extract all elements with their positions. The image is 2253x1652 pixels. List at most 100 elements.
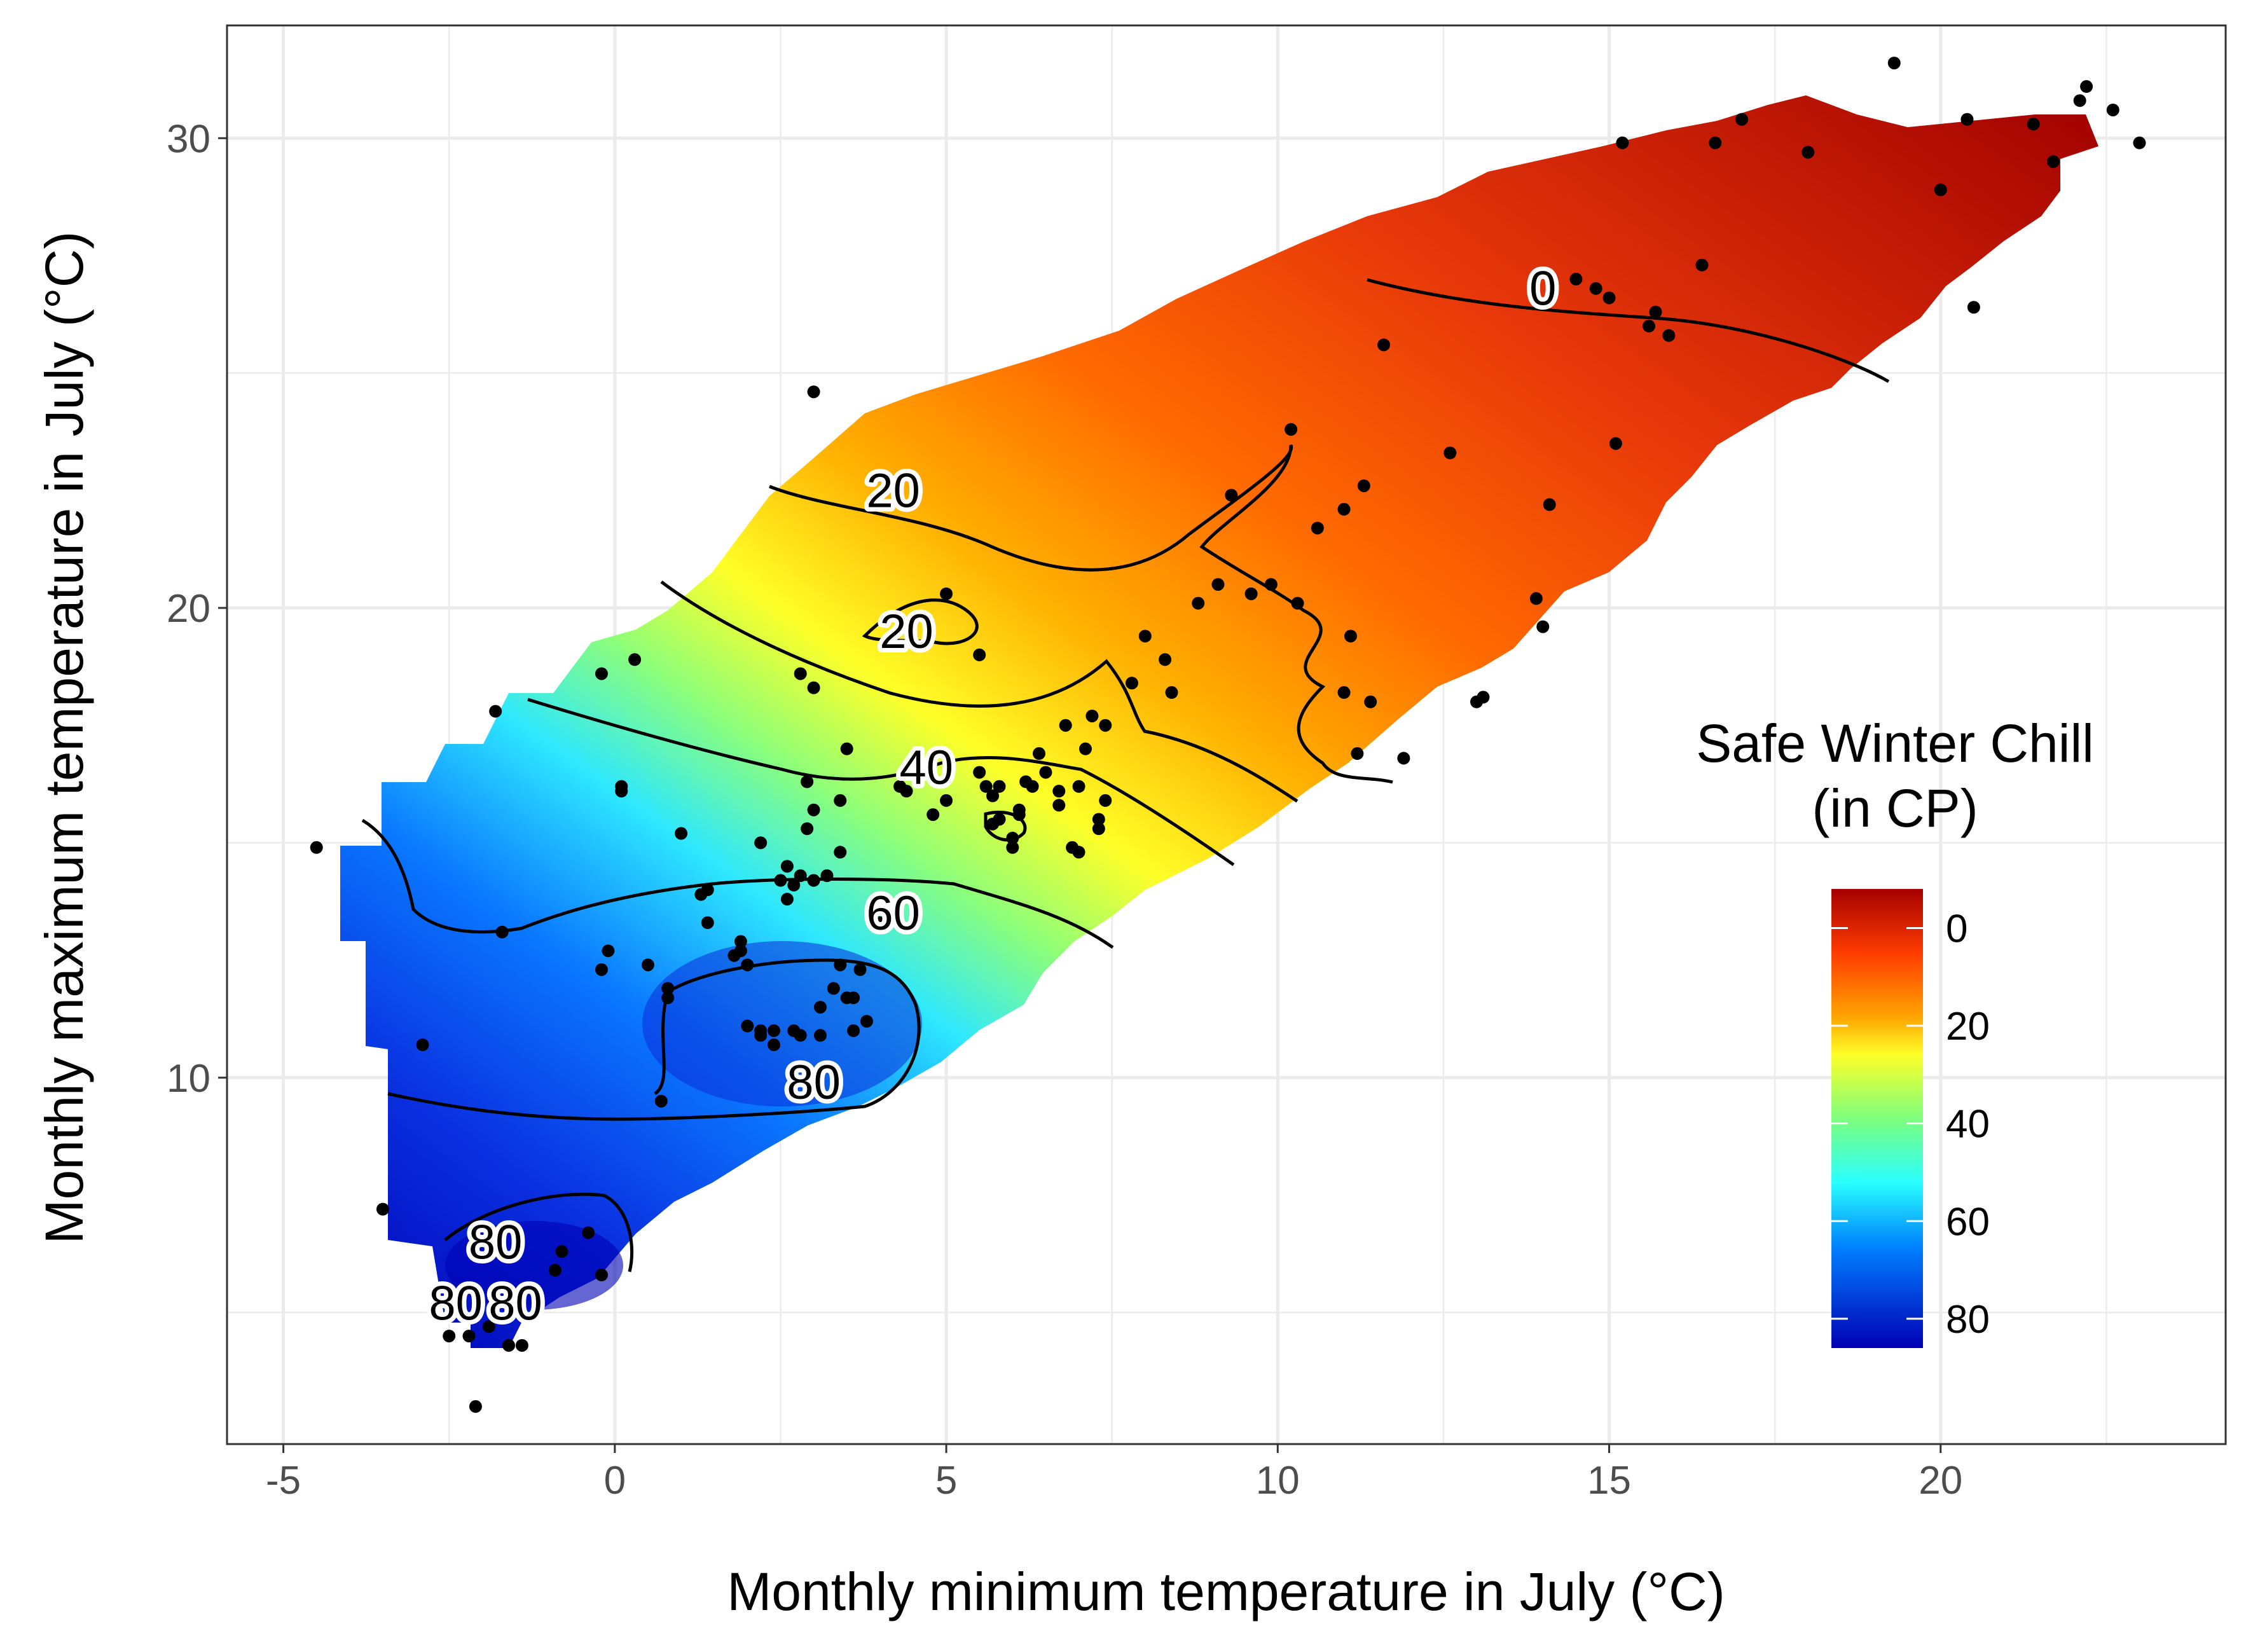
chill-field-core — [642, 941, 922, 1106]
data-point — [1006, 832, 1019, 845]
data-point — [834, 958, 847, 972]
data-point — [595, 963, 608, 976]
x-tick-label: 20 — [1919, 1459, 1962, 1503]
data-point — [1033, 747, 1046, 761]
data-point — [1006, 841, 1019, 854]
contour-label: 80 — [429, 1276, 483, 1330]
data-point — [1085, 709, 1099, 722]
contour-80 — [387, 958, 921, 1121]
data-point — [973, 766, 986, 779]
x-tick-label: 10 — [1256, 1459, 1300, 1503]
plot-panel-border — [226, 24, 2227, 1445]
contour-label: 80 — [469, 1215, 523, 1269]
data-point — [1012, 803, 1026, 816]
data-point — [502, 1339, 516, 1352]
data-point — [1244, 587, 1258, 600]
data-point — [1602, 291, 1616, 305]
data-point — [1026, 780, 1039, 793]
data-point — [1377, 338, 1391, 352]
data-point — [1589, 282, 1602, 295]
data-point — [1337, 686, 1351, 699]
data-point — [1344, 630, 1357, 643]
data-point — [1311, 521, 1324, 535]
data-point — [1609, 437, 1622, 450]
data-point — [1211, 578, 1225, 591]
data-point — [860, 1015, 873, 1028]
data-point — [734, 935, 747, 948]
data-point — [675, 827, 688, 840]
contour-label: 40 — [900, 741, 954, 795]
data-point — [1616, 136, 1629, 149]
observation-points — [310, 57, 2146, 1413]
data-point — [754, 836, 768, 850]
data-point — [595, 1269, 608, 1282]
data-point — [416, 1038, 429, 1052]
data-point — [661, 982, 675, 995]
data-point — [794, 869, 807, 883]
data-point — [1662, 329, 1676, 342]
data-point — [482, 1320, 495, 1333]
contour-40-loop — [984, 810, 1027, 842]
data-point — [807, 874, 820, 887]
data-point — [834, 846, 847, 859]
data-point — [787, 878, 801, 891]
data-point — [1397, 752, 1410, 765]
data-point — [549, 1263, 562, 1277]
data-point — [794, 667, 807, 680]
data-point — [701, 916, 714, 929]
contour-40 — [527, 698, 1235, 867]
contour-label: 20 — [866, 464, 920, 518]
data-point — [1285, 423, 1298, 436]
data-point — [1159, 653, 1172, 666]
data-point — [641, 958, 654, 972]
data-point — [820, 869, 834, 883]
data-point — [1337, 502, 1351, 516]
data-point — [834, 794, 847, 807]
data-point — [1039, 766, 1052, 779]
data-point — [1225, 488, 1238, 502]
data-point — [741, 958, 754, 972]
data-point — [376, 1202, 389, 1216]
data-point — [515, 1339, 528, 1352]
data-point — [615, 780, 628, 793]
data-point — [1059, 719, 1072, 732]
data-point — [873, 916, 886, 929]
data-point — [1125, 677, 1138, 690]
legend-colorbar — [1831, 889, 1923, 1348]
x-axis-title: Monthly minimum temperature in July (°C) — [727, 1562, 1725, 1621]
data-point — [1802, 146, 1815, 159]
legend-label: 80 — [1946, 1298, 1990, 1342]
data-point — [1887, 57, 1901, 70]
data-point — [801, 775, 814, 788]
data-point — [847, 991, 860, 1005]
data-point — [780, 860, 794, 873]
data-point — [1072, 780, 1085, 793]
data-point — [1264, 578, 1278, 591]
contour-label: 80 — [787, 1056, 841, 1110]
data-point — [602, 944, 615, 958]
y-tick-label: 20 — [167, 587, 210, 631]
data-point — [1967, 301, 1980, 314]
data-point — [582, 1226, 595, 1239]
data-point — [310, 841, 323, 854]
legend-title-line2: (in CP) — [1812, 778, 1978, 838]
contour-lines — [361, 278, 1890, 1272]
legend-ticks: 0 20 40 60 80 — [1831, 907, 1990, 1342]
data-point — [1443, 446, 1457, 460]
data-point — [1078, 742, 1092, 755]
data-point — [443, 1330, 456, 1343]
data-point — [489, 705, 502, 718]
y-axis-title: Monthly maximum temperature in July (°C) — [34, 231, 94, 1244]
contour-60 — [361, 818, 1114, 949]
data-point — [813, 1000, 827, 1014]
data-point — [1099, 794, 1112, 807]
contour-20b — [660, 580, 1299, 803]
legend-label: 20 — [1946, 1005, 1990, 1049]
data-point — [1529, 592, 1543, 605]
legend: Safe Winter Chill (in CP) 0 20 40 60 80 — [1696, 713, 2094, 1348]
data-point — [940, 587, 953, 600]
x-tick-label: 5 — [935, 1459, 957, 1503]
data-point — [853, 963, 867, 976]
data-point — [734, 944, 747, 958]
